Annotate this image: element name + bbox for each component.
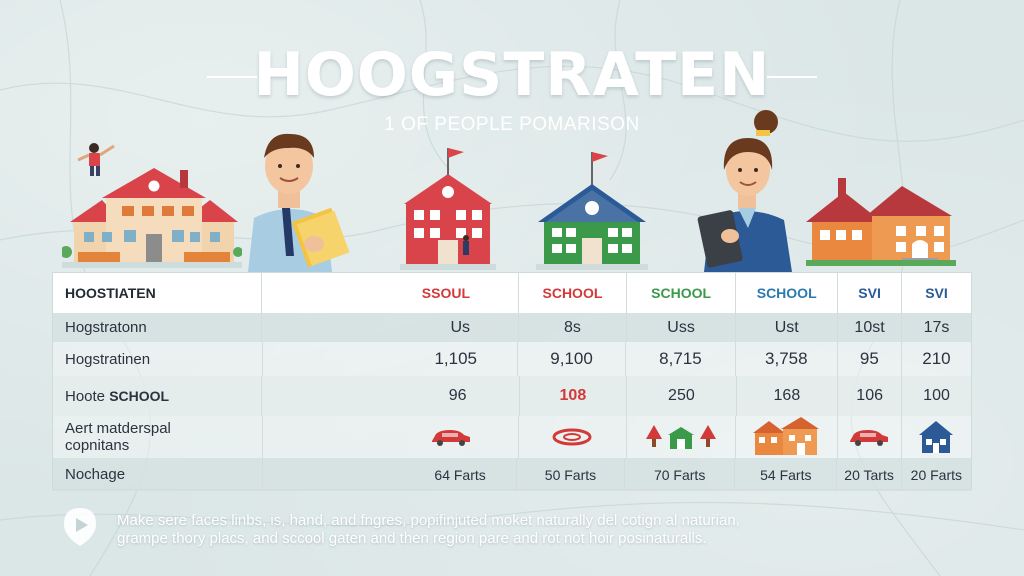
table-cell: 168: [737, 376, 839, 416]
table-row: Hoote SCHOOL 96 108 250 168 106 100: [53, 376, 971, 416]
row-label: Hogstratinen: [53, 342, 263, 376]
table-cell: 9,100: [518, 342, 627, 376]
row-label: Hoote SCHOOL: [53, 376, 263, 416]
table-cell: 50 Farts: [517, 458, 626, 491]
table-header-row: HOOSTIATEN SSOUL SCHOOL SCHOOL SCHOOL SV…: [53, 273, 971, 313]
header-cell-label: HOOSTIATEN: [53, 273, 263, 313]
header-cell-school-blue: SCHOOL: [736, 273, 839, 313]
header-cell-svi-2: SVI: [925, 285, 948, 301]
header-cell-svi-1: SVI: [838, 273, 903, 313]
table-cell: [263, 416, 519, 458]
blue-house-icon: [919, 421, 954, 453]
table-cell: Ust: [736, 313, 839, 342]
table-cell: Us: [262, 313, 520, 342]
table-cell: 8s: [519, 313, 627, 342]
table-cell: 70 Farts: [625, 458, 736, 491]
table-cell: 95: [838, 342, 902, 376]
footer-line-2: grampe thory placs, and sccool gaten and…: [117, 530, 707, 547]
table-cell-highlight: 108: [520, 376, 628, 416]
orange-house-illustration: [806, 178, 956, 266]
table-row: Hogstratonn Us 8s Uss Ust 10st 17s: [53, 313, 971, 342]
woman-with-tablet-illustration: [697, 110, 792, 272]
table-cell: 20 Farts: [910, 466, 963, 483]
table-cell: 3,758: [736, 342, 838, 376]
red-car-icon: [431, 430, 470, 446]
header-cell-school-green: SCHOOL: [627, 273, 737, 313]
title-container: HOOGSTRATEN: [0, 40, 1024, 110]
table-cell: 20 Tarts: [837, 458, 902, 491]
row-label-line2: copnitans: [65, 437, 130, 454]
table-cell: 250: [627, 376, 737, 416]
table-cell: 106: [838, 376, 903, 416]
man-with-folders-illustration: [248, 133, 350, 272]
table-cell: 8,715: [626, 342, 736, 376]
page-subtitle: 1 OF PEOPLE POMARISON: [384, 114, 640, 135]
green-trees-house-icon: [645, 425, 716, 449]
red-school-illustration: [400, 148, 496, 270]
table-cell: Uss: [627, 313, 737, 342]
header-cell-school-red: SCHOOL: [519, 273, 627, 313]
orange-houses-icon: [753, 417, 820, 455]
row-label-prefix: Hoote: [65, 387, 106, 405]
row-label: Aert matderspal copnitans: [53, 416, 263, 458]
table-cell: 17s: [923, 318, 950, 336]
page-title: HOOGSTRATEN: [253, 40, 771, 110]
table-row: Hogstratinen 1,105 9,100 8,715 3,758 95 …: [53, 342, 971, 376]
red-ring-icon: [552, 428, 592, 446]
green-school-illustration: [536, 152, 648, 270]
table-cell: [838, 416, 902, 458]
footer-note: Make sere faces linbs, is, hand, and fng…: [117, 512, 777, 548]
comparison-table: HOOSTIATEN SSOUL SCHOOL SCHOOL SCHOOL SV…: [52, 272, 972, 491]
table-cell: 210: [922, 349, 951, 368]
row-label: Hogstratonn: [53, 313, 263, 342]
row-label-line1: Aert matderspal: [65, 420, 171, 437]
row-label: Nochage: [53, 458, 264, 491]
title-right-line: [767, 76, 817, 78]
table-cell: [902, 416, 971, 458]
footer-line-1: Make sere faces linbs, is, hand, and fng…: [117, 512, 740, 529]
table-row: Aert matderspal copnitans: [53, 416, 971, 458]
table-cell: [627, 416, 737, 458]
table-cell: [736, 416, 838, 458]
table-row: Nochage 64 Farts 50 Farts 70 Farts 54 Fa…: [53, 458, 971, 491]
red-car-icon: [850, 430, 889, 446]
table-cell: 1,105: [263, 342, 518, 376]
row-label-strong: SCHOOL: [109, 388, 170, 404]
table-cell: 10st: [838, 313, 903, 342]
title-left-line: [207, 76, 257, 78]
table-cell: 96: [262, 376, 520, 416]
table-cell: 100: [923, 387, 950, 404]
table-cell: 64 Farts: [263, 458, 517, 491]
header-cell-ssoul: SSOUL: [262, 273, 520, 313]
house-with-child-illustration: [62, 143, 242, 268]
map-pin-icon: [64, 508, 96, 546]
table-cell: 54 Farts: [735, 458, 838, 491]
table-cell: [519, 416, 627, 458]
